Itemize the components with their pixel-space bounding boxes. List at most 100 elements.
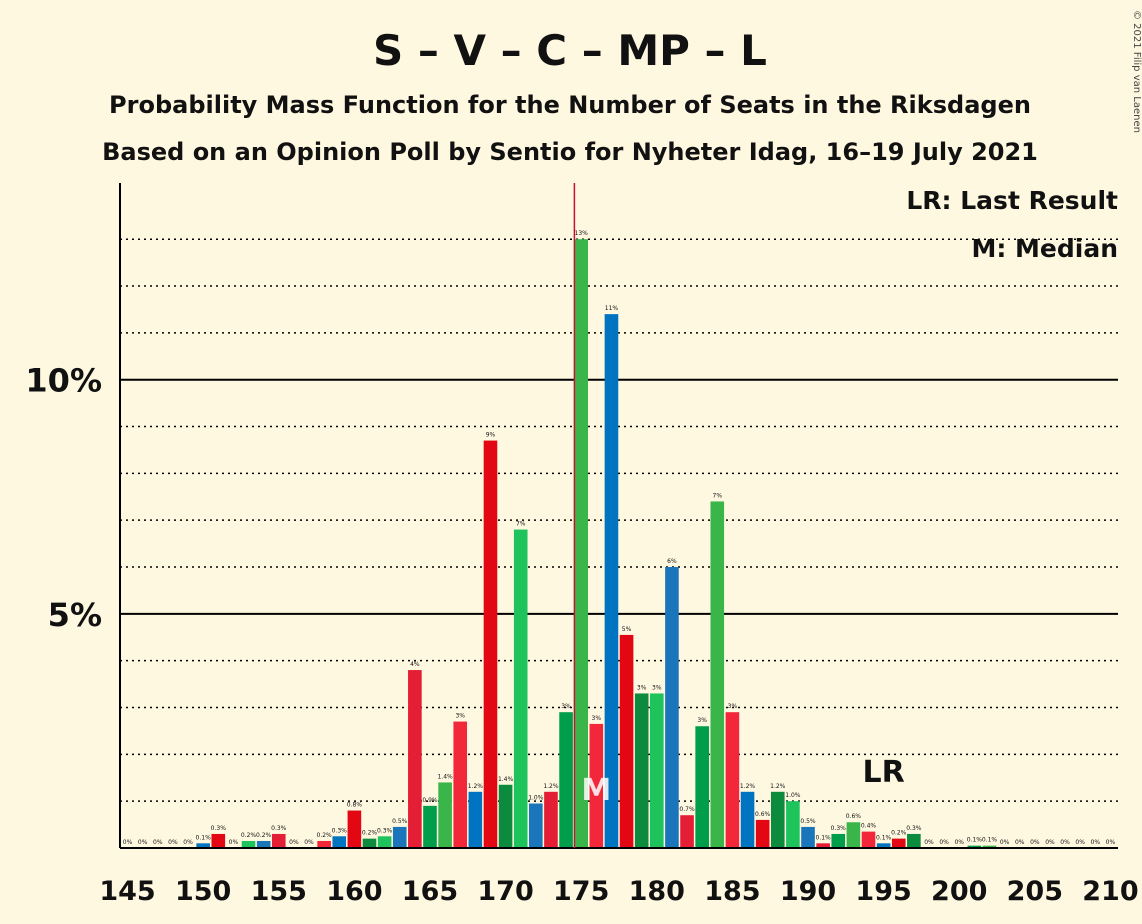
bar-label-171: 7%: [516, 521, 526, 528]
bar-label-158: 0.2%: [317, 832, 333, 839]
bar-label-170: 1.4%: [498, 776, 514, 783]
bar-label-173: 1.2%: [543, 783, 559, 790]
bar-label-196: 0.2%: [891, 830, 907, 837]
bar-168: [468, 791, 483, 848]
bar-label-200: 0%: [954, 839, 964, 846]
bar-label-209: 0%: [1091, 839, 1101, 846]
bar-label-169: 9%: [486, 432, 496, 439]
x-tick-label-150: 150: [175, 876, 231, 907]
bar-label-150: 0.1%: [196, 834, 212, 841]
bar-182: [680, 815, 694, 848]
y-tick-label-10: 10%: [25, 362, 102, 400]
bar-label-184: 7%: [713, 492, 723, 499]
bar-label-206: 0%: [1045, 839, 1055, 846]
bar-label-201: 0.1%: [967, 837, 983, 844]
bar-163: [392, 826, 407, 848]
bar-label-166: 1.4%: [437, 773, 453, 780]
bar-171: [513, 529, 528, 848]
bar-label-193: 0.6%: [846, 813, 862, 820]
bar-label-167: 3%: [455, 713, 465, 720]
bar-label-176: 3%: [592, 715, 602, 722]
bar-label-156: 0%: [289, 839, 299, 846]
bar-183: [695, 726, 709, 848]
x-tick-label-200: 200: [931, 876, 987, 907]
bar-label-177: 11%: [605, 305, 619, 312]
bar-label-164: 4%: [410, 661, 420, 668]
bar-155: [271, 833, 286, 848]
bar-197: [907, 833, 921, 848]
bar-176: [589, 723, 604, 848]
bar-181: [665, 567, 679, 848]
bar-label-160: 0.8%: [347, 802, 363, 809]
bar-label-199: 0%: [939, 839, 949, 846]
bar-194: [861, 831, 876, 848]
bar-label-159: 0.3%: [332, 827, 348, 834]
bar-186: [740, 791, 755, 848]
x-tick-label-210: 210: [1082, 876, 1138, 907]
bar-label-175: 13%: [575, 230, 589, 237]
bar-167: [453, 721, 468, 848]
x-tick-label-180: 180: [629, 876, 685, 907]
bar-label-194: 0.4%: [861, 823, 877, 830]
bar-169: [483, 440, 498, 848]
bar-label-162: 0.3%: [377, 827, 393, 834]
bar-label-182: 0.7%: [679, 806, 695, 813]
bar-label-174: 3%: [561, 703, 571, 710]
bar-189: [786, 801, 800, 848]
bar-label-163: 0.5%: [392, 818, 408, 825]
bars-group: [196, 239, 997, 848]
bar-label-188: 1.2%: [770, 783, 786, 790]
bar-195: [876, 843, 891, 848]
x-tick-label-155: 155: [251, 876, 307, 907]
bar-label-168: 1.2%: [468, 783, 484, 790]
bar-label-185: 3%: [728, 703, 738, 710]
bar-label-148: 0%: [168, 839, 178, 846]
bar-label-190: 0.5%: [800, 818, 816, 825]
bar-190: [801, 826, 815, 848]
legend-last-result: LR: Last Result: [906, 186, 1118, 215]
bar-label-195: 0.1%: [876, 834, 892, 841]
chart-subtitle: Probability Mass Function for the Number…: [109, 91, 1031, 119]
x-tick-label-165: 165: [402, 876, 458, 907]
chart-subtitle-2: Based on an Opinion Poll by Sentio for N…: [102, 138, 1038, 166]
bar-159: [332, 836, 347, 848]
bar-188: [770, 791, 785, 848]
bar-labels-group: 0% 0% 0% 0% 0%0.1%0.3%0%0.2% 0.2%0.3%0% 0%0.2%…: [123, 230, 1116, 846]
bar-label-149: 0%: [183, 839, 193, 846]
bar-165: [423, 805, 437, 848]
bar-164: [408, 670, 422, 848]
x-tick-label-170: 170: [477, 876, 533, 907]
bar-label-157: 0%: [304, 839, 314, 846]
bar-label-204: 0%: [1015, 839, 1025, 846]
bar-178: [619, 634, 634, 848]
bar-label-197: 0.3%: [906, 825, 922, 832]
legend-median: M: Median: [971, 234, 1118, 263]
bar-191: [816, 843, 830, 848]
bar-150: [196, 843, 210, 848]
bar-175: [574, 239, 589, 848]
y-tick-label-5: 5%: [48, 596, 102, 634]
bar-174: [559, 712, 573, 848]
axes-group: 145 150 155 160 165 170 175 180 185 190 195 200 205 2…: [25, 183, 1139, 907]
bar-label-189: 1.0%: [785, 792, 801, 799]
bar-label-153: 0.2%: [241, 832, 257, 839]
bar-label-203: 0%: [1000, 839, 1010, 846]
x-tick-label-185: 185: [704, 876, 760, 907]
bar-154: [256, 840, 271, 848]
bar-153: [241, 840, 256, 848]
bar-label-183: 3%: [697, 717, 707, 724]
bar-185: [725, 712, 740, 848]
bar-label-146: 0%: [138, 839, 148, 846]
bar-193: [846, 822, 861, 848]
bar-label-154: 0.2%: [256, 832, 272, 839]
last-result-marker: LR: [863, 755, 905, 790]
bar-170: [498, 784, 513, 848]
grid-lines: [120, 238, 1118, 802]
bar-label-202: 0.1%: [982, 837, 998, 844]
bar-label-187: 0.6%: [755, 811, 771, 818]
bar-label-192: 0.3%: [831, 825, 847, 832]
bar-166: [438, 782, 452, 848]
bar-196: [891, 838, 906, 848]
copyright-note: © 2021 Filip van Laenen: [1131, 10, 1142, 133]
